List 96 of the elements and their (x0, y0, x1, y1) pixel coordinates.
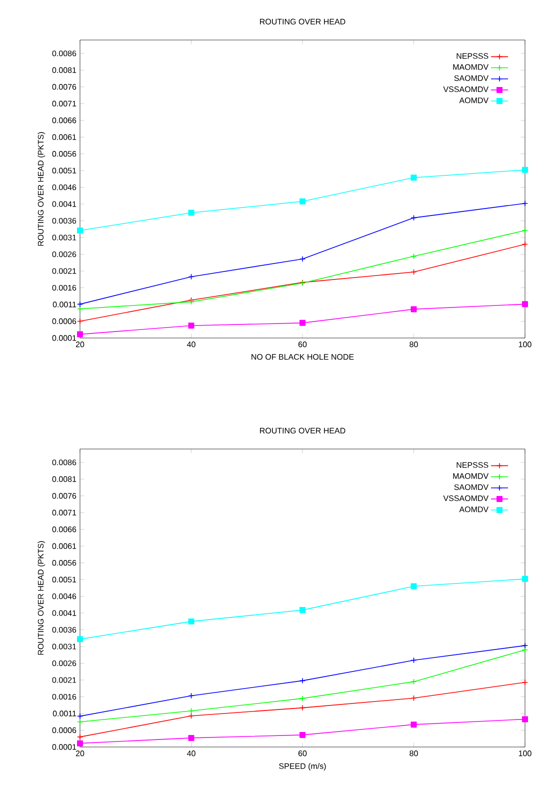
y-tick-label: 0.0081 (52, 476, 76, 482)
y-tick-label: 0.0046 (52, 184, 76, 190)
y-tick-label: 0.0011 (52, 302, 76, 308)
point (188, 210, 194, 216)
y-tick-label: 0.0011 (52, 710, 76, 716)
point (77, 636, 83, 642)
legend-label: NEPSSS (456, 462, 488, 468)
y-tick-label: 0.0031 (52, 234, 76, 240)
point (522, 166, 528, 173)
y-tick-label: 0.0071 (52, 100, 76, 106)
point (410, 306, 417, 312)
y-tick-label: 0.0061 (52, 134, 76, 140)
y-tick-label: 0.0081 (52, 67, 76, 73)
y-tick-label: 0.0001 (52, 335, 76, 341)
x-tick-label: 80 (410, 750, 418, 756)
y-tick-label: 0.0001 (52, 744, 76, 750)
point (410, 269, 417, 276)
point (410, 253, 417, 260)
x-tick-label: 40 (186, 750, 196, 756)
x-tick-label: 20 (76, 342, 84, 348)
y-tick-label: 0.0086 (52, 460, 76, 466)
y-tick-label: 0.0046 (52, 593, 76, 600)
legend-label: AOMDV (459, 97, 489, 104)
y-tick-label: 0.0021 (52, 677, 76, 683)
point (410, 678, 417, 685)
chart-title: ROUTING OVER HEAD (260, 18, 346, 24)
y-tick-label: 0.0016 (52, 284, 76, 291)
y-axis-title: ROUTING OVER HEAD (PKTS) (38, 541, 46, 655)
x-tick-label: 100 (518, 342, 532, 348)
y-tick-label: 0.0026 (52, 660, 76, 666)
point (188, 322, 194, 329)
point (410, 695, 417, 702)
point (188, 712, 194, 719)
y-tick-label: 0.0061 (52, 543, 76, 549)
y-tick-label: 0.0071 (52, 510, 76, 516)
y-tick-label: 0.0041 (52, 201, 76, 207)
y-tick-label: 0.0076 (52, 84, 76, 90)
point (410, 722, 417, 728)
legend-label: VSSAOMDV (443, 495, 489, 502)
point (77, 740, 83, 746)
point (410, 657, 417, 664)
y-tick-label: 0.0016 (52, 694, 76, 700)
point (522, 716, 528, 722)
point (300, 320, 306, 326)
point (188, 274, 194, 280)
point (188, 692, 194, 699)
point (300, 607, 306, 614)
y-tick-label: 0.0006 (52, 727, 76, 734)
x-tick-label: 60 (298, 342, 307, 348)
point (410, 174, 417, 181)
x-tick-label: 40 (186, 342, 196, 348)
point (522, 301, 528, 308)
y-tick-label: 0.0086 (52, 50, 76, 56)
x-tick-label: 20 (76, 750, 84, 756)
y-tick-label: 0.0036 (52, 626, 76, 633)
legend-label: MAOMDV (453, 473, 489, 479)
y-tick-label: 0.0036 (52, 218, 76, 224)
point (300, 704, 306, 711)
point (300, 256, 306, 262)
point (300, 695, 306, 702)
legend-label: MAOMDV (453, 64, 489, 70)
y-axis-title: ROUTING OVER HEAD (PKTS) (38, 132, 46, 246)
y-tick-label: 0.0026 (52, 251, 76, 258)
point (300, 678, 306, 684)
point (410, 583, 417, 590)
x-axis-title: NO OF BLACK HOLE NODE (252, 354, 354, 360)
point (410, 214, 417, 221)
chart-title: ROUTING OVER HEAD (260, 428, 346, 434)
x-axis-title: SPEED (m/s) (279, 763, 326, 771)
y-tick-label: 0.0031 (52, 644, 76, 650)
legend-label: SAOMDV (454, 75, 489, 81)
y-tick-label: 0.0021 (52, 268, 76, 274)
point (300, 198, 306, 204)
y-tick-label: 0.0041 (52, 610, 76, 616)
x-tick-label: 100 (518, 750, 532, 756)
point (300, 732, 306, 738)
legend-label: VSSAOMDV (443, 86, 489, 92)
point (77, 228, 83, 234)
y-tick-label: 0.0006 (52, 318, 76, 324)
point (522, 576, 528, 582)
x-tick-label: 60 (298, 750, 307, 756)
y-tick-label: 0.0051 (52, 576, 76, 582)
legend-label: SAOMDV (454, 484, 489, 490)
point (188, 618, 194, 624)
y-tick-label: 0.0076 (52, 493, 76, 499)
y-tick-label: 0.0056 (52, 151, 76, 157)
y-tick-label: 0.0066 (52, 118, 76, 124)
legend-label: NEPSSS (456, 53, 488, 59)
y-tick-label: 0.0066 (52, 526, 76, 532)
point (188, 708, 194, 714)
legend-label: AOMDV (459, 506, 489, 512)
x-tick-label: 80 (410, 342, 418, 348)
y-tick-label: 0.0051 (52, 168, 76, 174)
point (77, 331, 83, 338)
point (188, 734, 194, 741)
y-tick-label: 0.0056 (52, 560, 76, 566)
